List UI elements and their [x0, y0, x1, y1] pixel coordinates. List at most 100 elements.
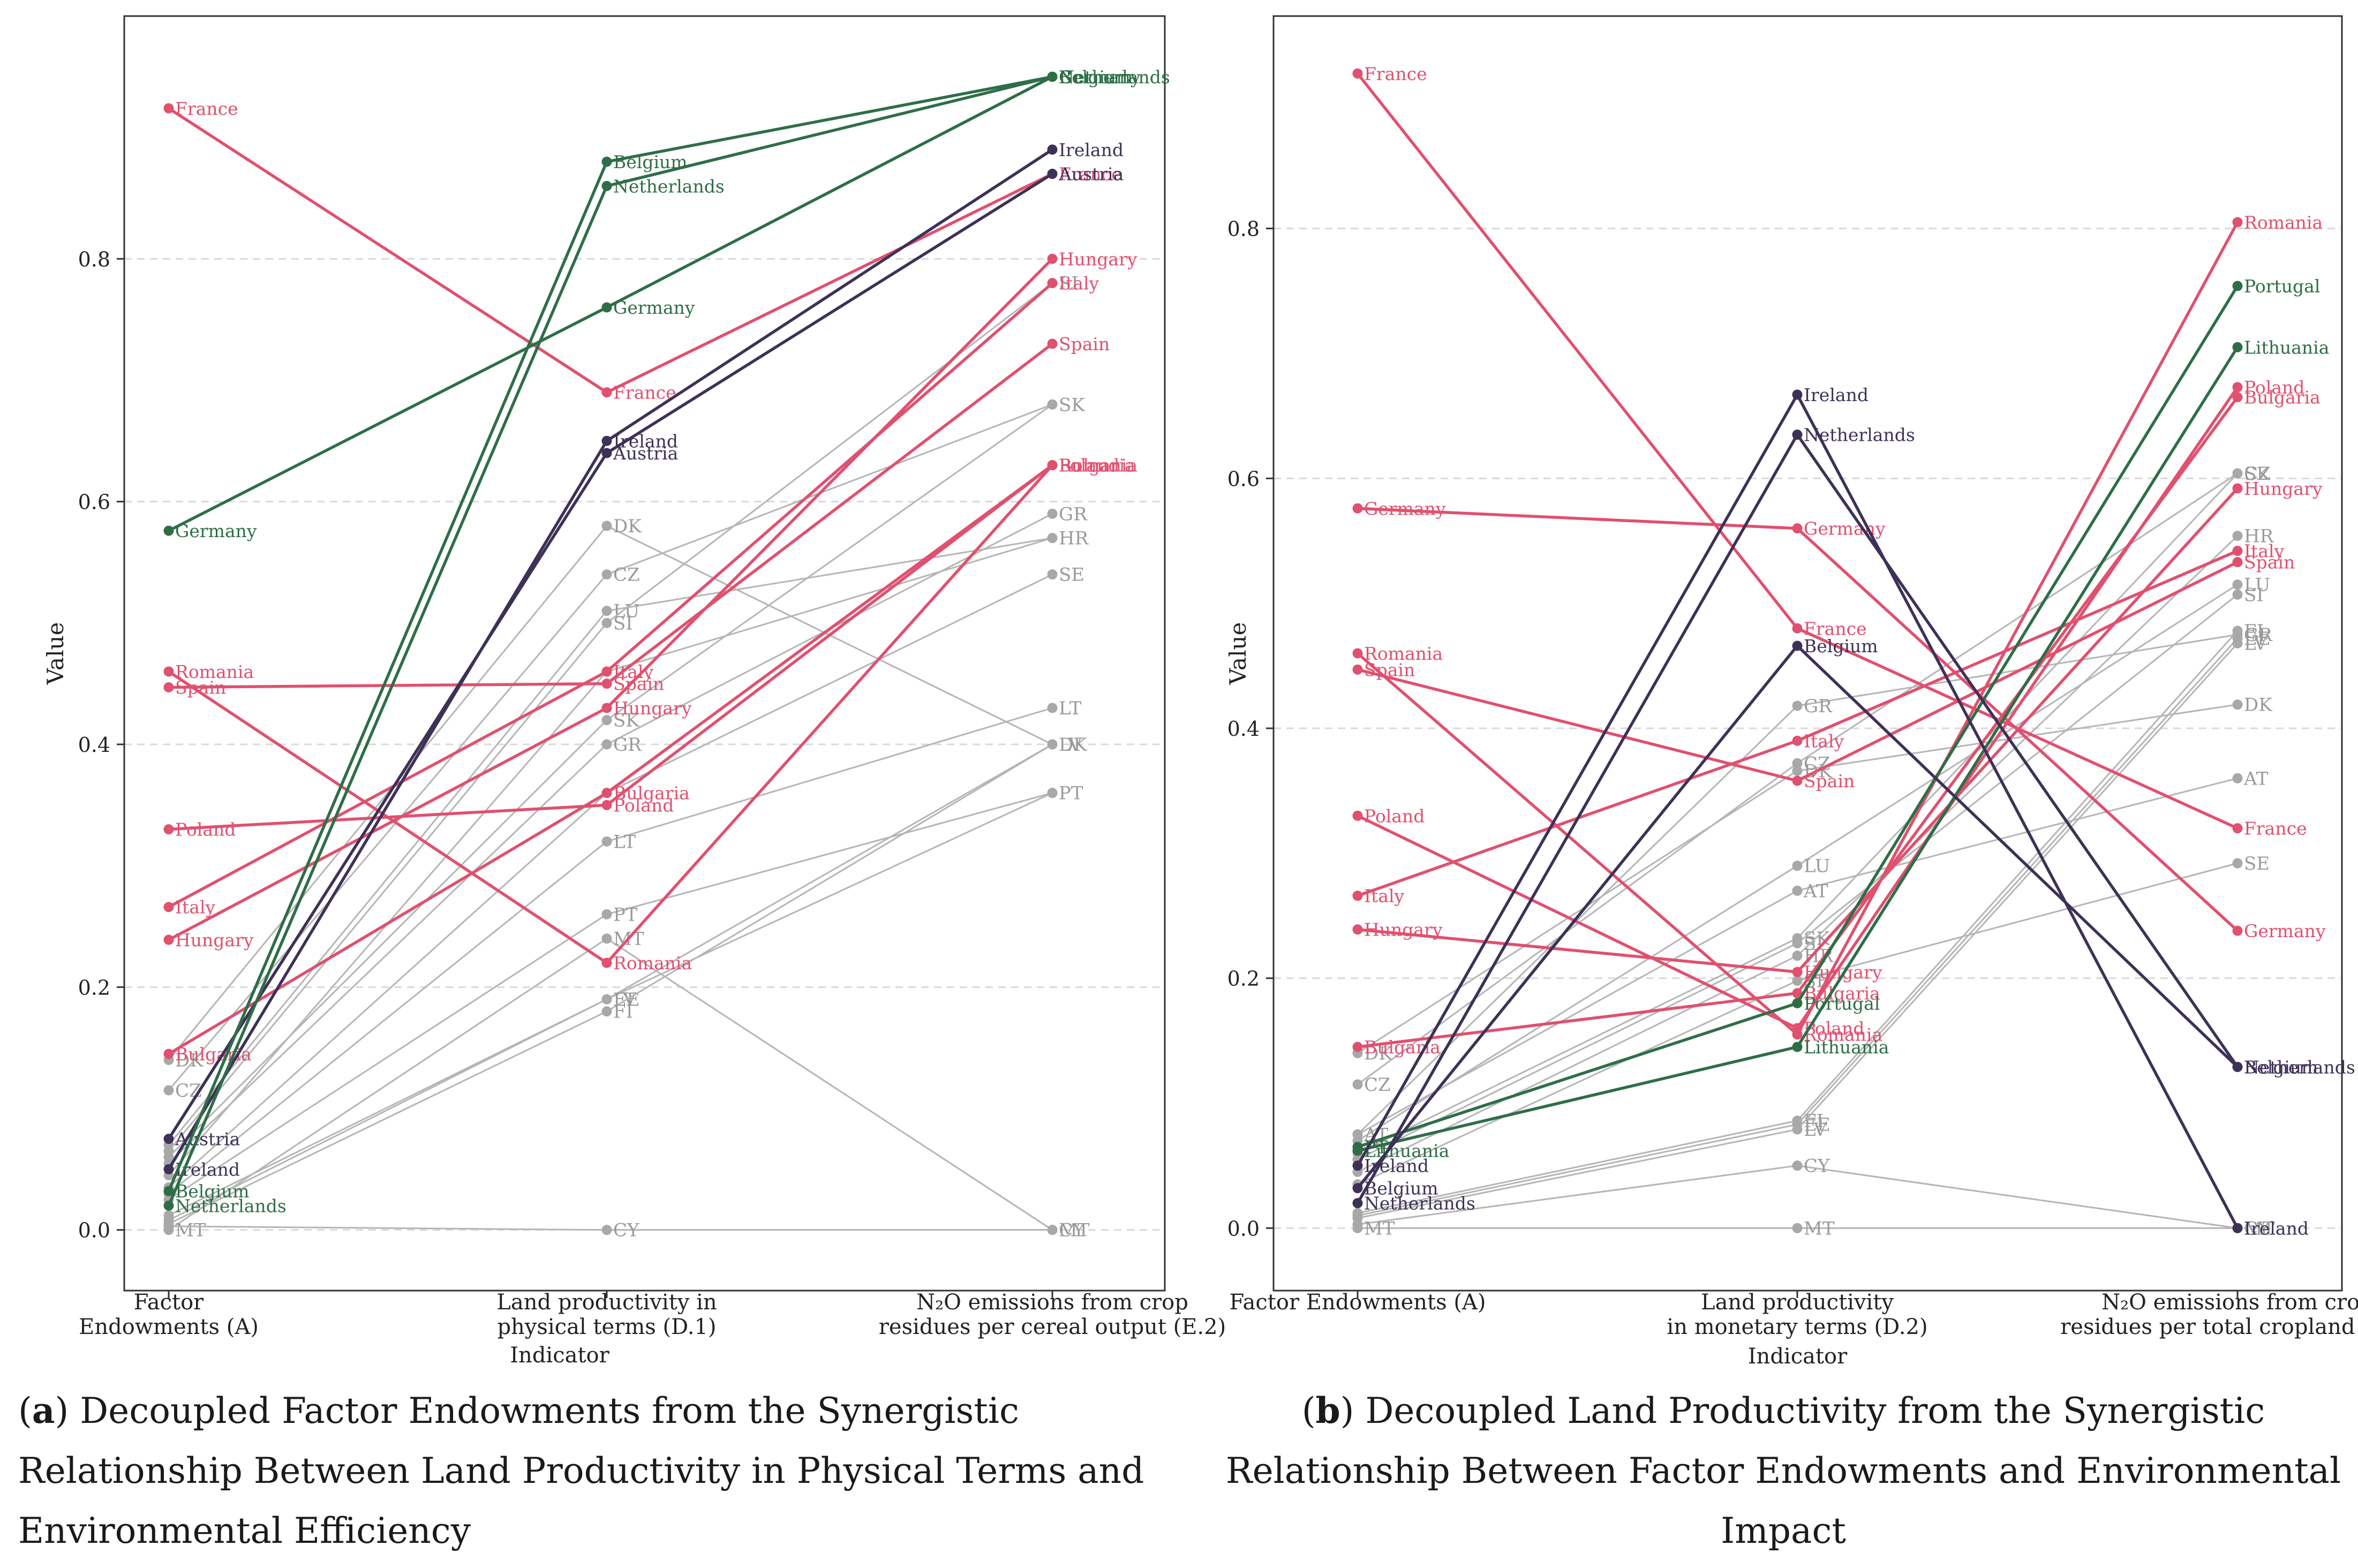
- data-point: [2232, 483, 2243, 494]
- data-point: [1352, 1160, 1363, 1171]
- data-point: [2232, 392, 2243, 403]
- data-label: Lithuania: [2244, 337, 2329, 358]
- y-tick-label: 0.8: [78, 247, 110, 271]
- series-lv: LV LV: [1352, 633, 2268, 1224]
- data-label: Italy: [1059, 273, 1099, 294]
- series-line: [167, 172, 1053, 1140]
- series-line: [168, 282, 1053, 909]
- data-label: Poland: [2244, 377, 2304, 398]
- data-point: [1792, 700, 1803, 711]
- data-point: [1792, 988, 1803, 999]
- data-label: CY: [2244, 1218, 2270, 1239]
- y-tick-label: 0.4: [1227, 717, 1260, 741]
- y-tick-label: 0.2: [1227, 967, 1260, 991]
- series-dk: DK DK DK: [163, 516, 1087, 1071]
- caption-b-letter: b: [1315, 1390, 1340, 1431]
- data-label: Italy: [1364, 886, 1405, 907]
- data-label: SI: [1059, 273, 1079, 295]
- data-point: [163, 525, 174, 536]
- data-point: [601, 994, 612, 1005]
- series-line: [1357, 285, 2239, 1149]
- data-label: France: [1804, 618, 1867, 639]
- data-label: Hungary: [613, 698, 692, 719]
- data-label: Germany: [2244, 921, 2326, 941]
- data-label: CY: [1059, 1220, 1085, 1241]
- data-label: SK: [2244, 463, 2270, 485]
- data-label: Italy: [2244, 541, 2285, 562]
- caption-a-letter: a: [32, 1390, 55, 1431]
- data-label: Ireland: [613, 431, 678, 451]
- data-point: [1792, 623, 1803, 634]
- data-point: [1792, 1023, 1803, 1034]
- series-germany: Germany Germany Germany: [163, 66, 1141, 541]
- series-gr: GR GR: [163, 503, 1088, 1169]
- data-label: Italy: [613, 661, 654, 682]
- data-point: [2232, 773, 2243, 783]
- series-spain: Spain Spain Spain: [1352, 552, 2295, 791]
- series-italy: Italy Italy Italy: [163, 273, 1099, 918]
- data-label: LU: [613, 601, 639, 622]
- x-axis-label: Indicator: [510, 1343, 609, 1368]
- series-lu: LU LU: [1352, 575, 2270, 1146]
- x-axis-label: Indicator: [1748, 1344, 1848, 1369]
- series-line: [1356, 72, 2239, 830]
- data-label: Portugal: [2244, 276, 2320, 297]
- x-tick-label: Land productivity: [1701, 1290, 1894, 1315]
- series-sk: SK: [163, 399, 1058, 1163]
- data-label: Germany: [175, 521, 257, 541]
- y-tick-label: 0.6: [1227, 467, 1260, 491]
- data-point: [601, 909, 612, 919]
- data-point: [1352, 1183, 1363, 1194]
- data-label: Netherlands: [1364, 1193, 1475, 1214]
- data-label: Italy: [1804, 730, 1844, 751]
- data-label: France: [1364, 63, 1427, 84]
- series-italy: Italy Italy Italy: [1352, 541, 2285, 907]
- series-line: [167, 148, 1053, 1170]
- data-point: [601, 703, 612, 713]
- data-point: [163, 902, 174, 913]
- data-point: [601, 933, 612, 944]
- data-point: [601, 569, 612, 580]
- data-point: [163, 1085, 174, 1096]
- series-cy: CY CY: [163, 1220, 1085, 1241]
- data-label: Netherlands: [175, 1195, 287, 1216]
- data-label: Romania: [613, 953, 692, 974]
- data-label: Lithuania: [1364, 1141, 1449, 1162]
- series-line: [168, 537, 1053, 1176]
- data-label: LV: [1059, 734, 1083, 756]
- data-point: [601, 800, 612, 810]
- data-point: [1792, 523, 1803, 534]
- y-tick-label: 0.6: [78, 491, 110, 514]
- data-point: [1047, 508, 1058, 519]
- y-tick-label: 0.8: [1227, 217, 1260, 241]
- data-point: [1352, 648, 1363, 659]
- data-point: [601, 1225, 612, 1235]
- data-point: [2232, 589, 2243, 600]
- series-line: [168, 107, 1053, 394]
- data-point: [2232, 1061, 2243, 1072]
- data-point: [1352, 1042, 1363, 1052]
- data-label: Bulgaria: [613, 783, 690, 804]
- data-point: [1792, 775, 1803, 786]
- data-point: [163, 1164, 174, 1174]
- x-tick-label: Factor: [134, 1290, 204, 1315]
- data-point: [1047, 569, 1058, 580]
- data-label: SE: [2244, 853, 2270, 875]
- data-label: Netherlands: [1059, 66, 1170, 87]
- data-point: [601, 1006, 612, 1017]
- caption-b: (b) Decoupled Land Productivity from the…: [1225, 1390, 2341, 1551]
- plot-border: [1272, 15, 2343, 1292]
- series-line: [168, 258, 1053, 941]
- data-label: LT: [1059, 698, 1082, 719]
- data-point: [1352, 664, 1363, 675]
- data-point: [2232, 546, 2243, 556]
- data-label: Bulgaria: [1059, 455, 1135, 476]
- series-netherlands: Netherlands Netherlands Netherlands: [1352, 425, 2355, 1214]
- data-label: Spain: [1364, 659, 1415, 680]
- x-tick-label: Factor Endowments (A): [1230, 1290, 1486, 1315]
- series-belgium: Belgium Belgium Belgium: [1352, 636, 2318, 1199]
- y-axis-label: Value: [42, 622, 69, 685]
- data-point: [1792, 951, 1803, 961]
- data-label: PT: [613, 904, 638, 925]
